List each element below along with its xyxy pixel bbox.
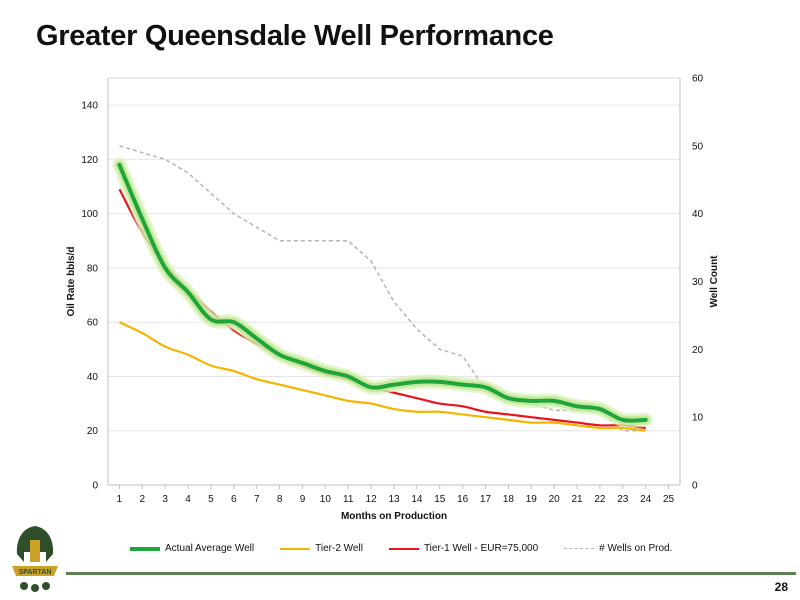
y-tick-label: 0 bbox=[92, 481, 98, 492]
y-axis-title: Oil Rate bbls/d bbox=[66, 246, 77, 316]
x-tick-label: 19 bbox=[526, 494, 538, 505]
y-tick-label: 120 bbox=[81, 155, 98, 166]
x-tick-label: 23 bbox=[617, 494, 629, 505]
footer-rule bbox=[66, 572, 796, 575]
series-line-wells-on-prod bbox=[119, 145, 646, 432]
x-tick-label: 22 bbox=[594, 494, 606, 505]
x-tick-label: 25 bbox=[663, 494, 675, 505]
legend-swatch-tier2 bbox=[280, 547, 311, 550]
legend-swatch-actual bbox=[130, 546, 160, 551]
y-tick-label: 100 bbox=[81, 209, 98, 220]
logo-drop-center bbox=[31, 584, 39, 592]
y-tick-label: 60 bbox=[87, 318, 99, 329]
x-tick-label: 16 bbox=[457, 494, 469, 505]
x-tick-label: 11 bbox=[343, 494, 354, 505]
x-tick-label: 17 bbox=[480, 494, 492, 505]
logo-banner-shape bbox=[12, 566, 58, 576]
x-tick-label: 14 bbox=[411, 494, 423, 505]
series-line-actual bbox=[117, 162, 648, 423]
x-tick-label: 21 bbox=[571, 494, 583, 505]
legend-label-actual: Actual Average Well bbox=[165, 543, 255, 554]
legend-label-tier1: Tier-1 Well - EUR=75,000 bbox=[423, 543, 539, 554]
x-tick-label: 9 bbox=[300, 494, 306, 505]
y-tick-label: 20 bbox=[87, 426, 99, 437]
legend-item-tier2: Tier-2 Well bbox=[280, 543, 363, 554]
y2-tick-label: 0 bbox=[692, 481, 698, 492]
y2-tick-label: 10 bbox=[692, 413, 704, 424]
legend-item-wells: # Wells on Prod. bbox=[564, 543, 672, 554]
y-tick-label: 140 bbox=[81, 101, 98, 112]
x-tick-label: 10 bbox=[320, 494, 332, 505]
x-axis-title: Months on Production bbox=[341, 511, 447, 522]
x-tick-label: 4 bbox=[185, 494, 191, 505]
page-number: 28 bbox=[774, 580, 788, 594]
x-tick-label: 1 bbox=[117, 494, 123, 505]
y2-axis-title: Well Count bbox=[709, 255, 720, 308]
x-tick-label: 20 bbox=[549, 494, 561, 505]
legend-label-tier2: Tier-2 Well bbox=[315, 543, 363, 554]
legend-label-wells: # Wells on Prod. bbox=[599, 543, 673, 554]
x-tick-label: 3 bbox=[162, 494, 168, 505]
logo-drop-left bbox=[20, 582, 28, 590]
x-tick-label: 7 bbox=[254, 494, 260, 505]
x-tick-label: 18 bbox=[503, 494, 515, 505]
series-glow-inner-actual bbox=[114, 160, 651, 426]
x-tick-label: 8 bbox=[277, 494, 283, 505]
legend-swatch-tier1 bbox=[388, 547, 419, 550]
logo-text: SPARTAN bbox=[19, 569, 52, 576]
x-tick-label: 5 bbox=[208, 494, 214, 505]
page-title: Greater Queensdale Well Performance bbox=[36, 20, 554, 52]
y2-tick-label: 30 bbox=[692, 277, 704, 288]
y-tick-label: 80 bbox=[87, 263, 99, 274]
y2-tick-label: 60 bbox=[692, 74, 704, 85]
logo-drop-right bbox=[42, 582, 50, 590]
legend-swatch-wells bbox=[564, 548, 595, 549]
legend-item-actual: Actual Average Well bbox=[130, 543, 254, 554]
chart-legend: Actual Average Well Tier-2 Well Tier-1 W… bbox=[130, 543, 698, 554]
x-tick-label: 15 bbox=[434, 494, 446, 505]
logo-crest-shape bbox=[30, 540, 40, 562]
x-tick-label: 2 bbox=[140, 494, 146, 505]
y-tick-label: 40 bbox=[87, 372, 99, 383]
y2-tick-label: 40 bbox=[692, 209, 704, 220]
x-tick-label: 13 bbox=[388, 494, 400, 505]
x-tick-label: 24 bbox=[640, 494, 652, 505]
x-tick-label: 6 bbox=[231, 494, 237, 505]
x-tick-label: 12 bbox=[366, 494, 378, 505]
y2-tick-label: 50 bbox=[692, 141, 704, 152]
series-line-tier2 bbox=[118, 321, 646, 432]
spartan-logo: SPARTAN bbox=[12, 526, 58, 592]
legend-item-tier1: Tier-1 Well - EUR=75,000 bbox=[388, 543, 539, 554]
y2-tick-label: 20 bbox=[692, 345, 704, 356]
